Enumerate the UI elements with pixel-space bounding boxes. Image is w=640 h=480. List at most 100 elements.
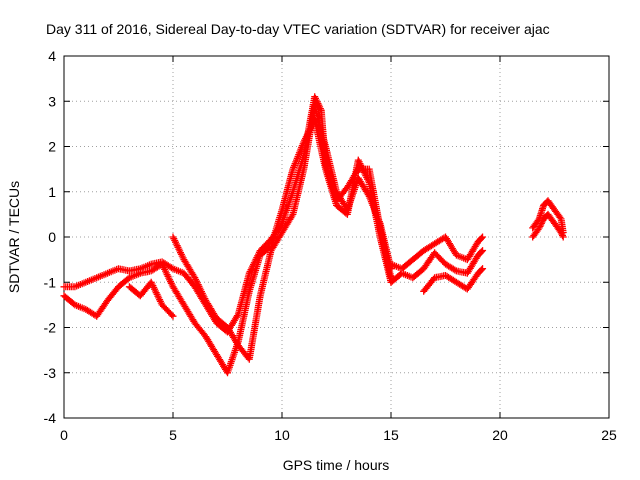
data-point-marker	[125, 270, 142, 282]
data-point-marker	[71, 279, 88, 291]
data-point-marker	[479, 265, 487, 273]
data-point-marker	[104, 284, 121, 304]
data-point-marker	[479, 247, 487, 255]
data-point-marker	[551, 206, 564, 221]
data-point-marker	[289, 167, 307, 218]
data-point-marker	[559, 233, 567, 241]
data-point-marker	[535, 216, 547, 232]
data-point-marker	[474, 248, 485, 259]
series-pass-b	[60, 115, 395, 377]
data-point-marker	[289, 140, 307, 173]
data-point-marker	[322, 143, 340, 194]
data-point-marker	[147, 278, 165, 307]
data-point-marker	[557, 229, 566, 239]
data-point-marker	[104, 265, 121, 277]
data-point-marker	[529, 226, 542, 241]
y-tick-label: 0	[48, 229, 56, 245]
series-pass-h	[529, 197, 567, 236]
data-point-marker	[463, 239, 481, 264]
data-point-marker	[180, 301, 198, 325]
data-point-marker	[398, 257, 415, 273]
data-point-marker	[202, 333, 220, 357]
axis-ticks	[63, 55, 610, 419]
data-point-marker	[245, 294, 264, 363]
x-tick-label: 15	[383, 427, 399, 443]
data-point-marker	[169, 265, 186, 276]
data-point-marker	[431, 249, 448, 267]
y-tick-label: -2	[44, 320, 57, 336]
data-point-marker	[136, 261, 153, 273]
data-point-marker	[529, 216, 542, 232]
y-tick-labels: -4 -3 -2 -1 0 1 2 3 4	[44, 48, 57, 426]
data-point-marker	[60, 292, 77, 308]
data-point-marker	[365, 192, 383, 226]
data-point-marker	[479, 233, 487, 241]
data-point-marker	[82, 275, 99, 286]
data-point-marker	[158, 260, 176, 289]
data-point-marker	[169, 283, 187, 307]
data-point-marker	[409, 266, 426, 282]
series-pass-g	[420, 265, 487, 295]
data-point-marker	[71, 301, 88, 313]
data-point-marker	[224, 324, 241, 348]
y-tick-label: -4	[44, 410, 57, 426]
data-point-marker	[267, 230, 285, 255]
data-point-marker	[234, 271, 253, 318]
x-tick-label: 25	[601, 427, 617, 443]
y-tick-label: -1	[44, 274, 57, 290]
x-tick-label: 10	[274, 427, 290, 443]
x-tick-label: 20	[492, 427, 508, 443]
data-point-marker	[442, 260, 459, 274]
data-point-marker	[213, 314, 230, 330]
data-point-marker	[474, 234, 485, 245]
data-point-marker	[376, 219, 394, 271]
data-point-marker	[311, 102, 329, 149]
data-point-marker	[180, 256, 198, 280]
data-point-marker	[544, 197, 557, 212]
series-pass-f	[387, 247, 487, 286]
y-tick-label: 3	[48, 93, 56, 109]
data-point-marker	[420, 241, 437, 255]
data-point-marker	[180, 269, 198, 289]
x-tick-label: 5	[169, 427, 177, 443]
y-tick-label: 1	[48, 184, 56, 200]
data-point-marker	[191, 274, 209, 303]
series-pass-e	[387, 233, 487, 273]
data-point-marker	[115, 265, 132, 275]
x-axis-label: GPS time / hours	[283, 457, 390, 473]
data-point-marker	[463, 253, 481, 277]
y-axis-label: SDTVAR / TECUs	[6, 181, 22, 293]
y-tick-label: 4	[48, 48, 56, 64]
y-tick-label: 2	[48, 139, 56, 155]
data-point-marker	[93, 298, 110, 320]
data-point-marker	[256, 249, 275, 300]
data-point-marker	[442, 272, 459, 285]
data-point-marker	[191, 319, 208, 339]
data-point-marker	[420, 250, 437, 273]
data-point-marker	[147, 261, 164, 275]
data-point-marker	[93, 270, 110, 282]
data-point-marker	[442, 233, 459, 257]
data-point-marker	[463, 271, 481, 293]
data-point-marker	[202, 296, 220, 321]
data-point-marker	[452, 251, 469, 263]
data-point-marker	[169, 312, 177, 320]
data-point-marker	[169, 233, 187, 262]
data-point-marker	[278, 167, 296, 214]
data-point-marker	[551, 219, 564, 235]
data-point-marker	[322, 165, 340, 207]
x-tick-label: 0	[60, 427, 68, 443]
data-point-marker	[544, 210, 557, 226]
x-tick-labels: 0 5 10 15 20 25	[60, 427, 617, 443]
series-pass-c	[125, 278, 177, 320]
data-points	[60, 93, 567, 377]
chart-title: Day 311 of 2016, Sidereal Day-to-day VTE…	[46, 21, 550, 37]
data-point-marker	[354, 174, 372, 199]
data-point-marker	[278, 190, 296, 227]
data-point-marker	[115, 275, 132, 291]
data-point-marker	[158, 301, 176, 319]
grid	[64, 56, 609, 418]
data-point-marker	[354, 156, 372, 185]
data-point-marker	[245, 253, 264, 295]
